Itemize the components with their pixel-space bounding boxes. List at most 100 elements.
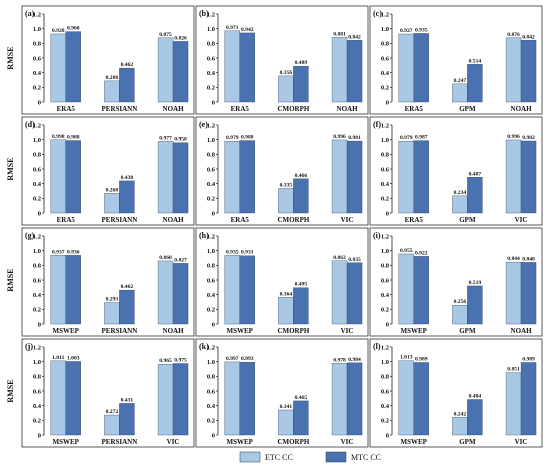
y-tick-label: 1.0 <box>207 359 215 366</box>
bar-mtc-2 <box>346 262 363 325</box>
bar-value-label: 0.876 <box>507 32 520 38</box>
y-tick-label: 0.6 <box>33 388 42 395</box>
bar-mtc-0 <box>239 255 255 325</box>
bar-value-label: 0.998 <box>52 134 65 140</box>
panel-frame <box>195 5 369 115</box>
x-tick-label: PERSIANN <box>102 105 138 113</box>
y-tick-label: 0.8 <box>381 152 390 159</box>
y-tick-label: 0.6 <box>33 55 42 62</box>
bar-etc-2 <box>157 364 174 436</box>
bar-etc-1 <box>278 297 294 325</box>
bar-value-label: 0.988 <box>67 135 80 141</box>
x-tick-label: CMORPH <box>277 216 309 224</box>
x-tick-label: CMORPH <box>277 438 309 446</box>
panel-frame <box>21 338 195 448</box>
x-tick-label: VIC <box>515 216 528 224</box>
bar-etc-0 <box>50 255 66 325</box>
y-tick-label: 1.2 <box>33 11 41 18</box>
y-tick-label: 0.8 <box>207 41 216 48</box>
bar-etc-0 <box>398 253 414 325</box>
y-tick-label: 0.8 <box>207 263 216 270</box>
bar-value-label: 0.955 <box>400 248 413 254</box>
legend-label-etc: ETC CC <box>265 453 293 462</box>
bar-value-label: 0.272 <box>106 409 119 415</box>
bar-etc-1 <box>452 195 468 214</box>
bar-value-label: 0.979 <box>226 135 239 141</box>
y-tick-label: 0 <box>386 210 389 217</box>
y-tick-label: 1.0 <box>381 26 389 33</box>
panel-frame <box>369 5 543 115</box>
bar-etc-0 <box>50 360 66 436</box>
bar-value-label: 1.013 <box>400 355 413 361</box>
y-tick-label: 0.8 <box>207 152 216 159</box>
panel-label: (g) <box>25 231 35 240</box>
y-tick-label: 0.4 <box>381 181 390 188</box>
bar-mtc-1 <box>293 178 309 214</box>
bar-mtc-1 <box>467 177 483 214</box>
bar-value-label: 0.960 <box>67 26 80 32</box>
x-tick-label: ERA5 <box>57 216 76 224</box>
panel-b: 0 0.2 0.4 0.6 0.8 1.0 1.2(b) 0.971 0.942 ERA5 0.35… <box>195 5 369 115</box>
y-tick-label: 1.2 <box>33 233 41 240</box>
y-tick-label: 0.8 <box>207 374 216 381</box>
y-tick-label: 1.0 <box>381 248 389 255</box>
x-tick-label: NOAH <box>163 327 185 335</box>
bar-value-label: 0.293 <box>106 297 119 303</box>
y-tick-label: 0.4 <box>381 70 390 77</box>
bar-value-label: 0.489 <box>295 60 308 66</box>
y-tick-label: 0 <box>38 321 41 328</box>
panel-g: 0 0.2 0.4 0.6 0.8 1.0 1.2 RMSE (g) 0.937 0.936 MSWE… <box>6 227 195 337</box>
panel-a: 0 0.2 0.4 0.6 0.8 1.0 1.2 RMSE (a) 0.928 0.960 ERA5… <box>6 5 195 115</box>
y-tick-label: 0 <box>212 210 215 217</box>
bar-etc-2 <box>331 37 348 103</box>
bar-value-label: 0.234 <box>454 190 467 196</box>
y-tick-label: 1.2 <box>381 11 389 18</box>
panel-i: 0 0.2 0.4 0.6 0.8 1.0 1.2(i) 0.955 0.922 MSWEP 0.2… <box>369 227 543 337</box>
bar-value-label: 0.928 <box>52 28 65 34</box>
bar-value-label: 0.982 <box>522 135 535 141</box>
bar-mtc-2 <box>346 140 363 214</box>
bar-value-label: 0.996 <box>333 134 346 140</box>
bar-value-label: 0.862 <box>333 255 346 261</box>
y-tick-label: 0.4 <box>381 292 390 299</box>
x-tick-label: VIC <box>341 216 354 224</box>
bar-value-label: 0.431 <box>121 397 134 403</box>
panel-frame <box>369 116 543 226</box>
bar-mtc-1 <box>119 403 135 436</box>
bar-value-label: 1.011 <box>52 355 64 361</box>
x-tick-label: NOAH <box>511 105 533 113</box>
bar-mtc-0 <box>65 255 81 325</box>
y-axis-label: RMSE <box>6 157 15 180</box>
x-tick-label: ERA5 <box>57 105 76 113</box>
y-axis-label: RMSE <box>6 379 15 402</box>
bar-etc-2 <box>157 260 174 325</box>
bar-mtc-2 <box>520 40 537 103</box>
y-tick-label: 0.8 <box>381 374 390 381</box>
y-tick-label: 0.6 <box>381 166 390 173</box>
panel-c: 0 0.2 0.4 0.6 0.8 1.0 1.2(c) 0.927 0.935 ERA5 0.24… <box>369 5 543 115</box>
panel-k: 0 0.2 0.4 0.6 0.8 1.0 1.2(k) 0.997 0.993 MSWEP 0.3… <box>195 338 369 448</box>
bar-value-label: 0.993 <box>241 356 254 362</box>
y-tick-label: 0.6 <box>33 166 42 173</box>
bar-etc-1 <box>104 302 120 325</box>
bar-mtc-1 <box>467 285 483 325</box>
bar-etc-0 <box>224 255 240 325</box>
bar-value-label: 0.989 <box>415 356 428 362</box>
bar-value-label: 0.341 <box>280 404 293 410</box>
bar-mtc-1 <box>293 400 309 436</box>
y-tick-label: 0.2 <box>381 196 389 203</box>
bar-mtc-2 <box>172 263 189 325</box>
y-tick-label: 0.2 <box>381 307 389 314</box>
y-tick-label: 1.2 <box>381 344 389 351</box>
y-tick-label: 1.2 <box>207 11 215 18</box>
bar-value-label: 0.466 <box>295 173 308 179</box>
legend-swatch-mtc <box>325 451 347 463</box>
bar-value-label: 0.484 <box>469 394 482 400</box>
panel-frame <box>21 227 195 337</box>
bar-etc-0 <box>224 30 240 103</box>
bar-value-label: 0.462 <box>121 284 134 290</box>
panel-d: 0 0.2 0.4 0.6 0.8 1.0 1.2 RMSE (d) 0.998 0.988 ERA5… <box>6 116 195 226</box>
bar-value-label: 0.842 <box>522 34 535 40</box>
y-tick-label: 0.4 <box>33 403 42 410</box>
